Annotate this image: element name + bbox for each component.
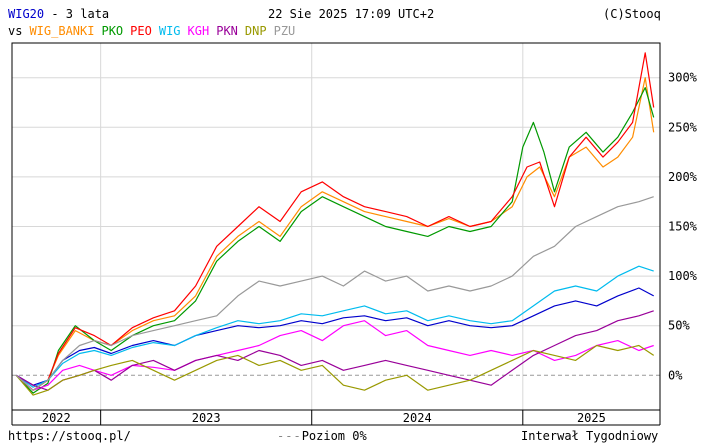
x-tick-label: 2025	[577, 411, 606, 425]
copyright: (C)Stooq	[603, 7, 661, 21]
legend-item-peo[interactable]: PEO	[130, 24, 152, 38]
plot-frame	[11, 42, 661, 411]
legend-item-wig[interactable]: WIG	[158, 24, 181, 38]
y-tick-label: 200%	[668, 170, 698, 184]
series-line-kgh	[15, 320, 654, 391]
x-tick-label: 2023	[192, 411, 221, 425]
chart-datetime: 22 Sie 2025 17:09 UTC+2	[268, 7, 435, 21]
source-url[interactable]: https://stooq.pl/	[8, 429, 131, 443]
x-tick-label: 2024	[403, 411, 432, 425]
y-tick-label: 250%	[668, 120, 698, 134]
y-tick-label: 0%	[668, 368, 683, 382]
interval-label: Interwał Tygodniowy	[521, 429, 659, 443]
zero-level-legend: ---Poziom 0%	[277, 429, 367, 443]
y-tick-label: 100%	[668, 269, 698, 283]
series-line-pzu	[15, 196, 654, 391]
main-symbol: WIG20	[8, 7, 45, 21]
y-tick-label: 300%	[668, 71, 698, 85]
legend-item-pko[interactable]: PKO	[101, 24, 124, 38]
y-tick-label: 150%	[668, 220, 698, 234]
legend-item-dnp[interactable]: DNP	[244, 24, 267, 38]
series-line-dnp	[15, 344, 655, 396]
series-line-wig	[15, 265, 654, 388]
chart-title: WIG20 - 3 lata	[8, 7, 109, 21]
legend-item-wig_banki[interactable]: WIG_BANKI	[29, 24, 95, 38]
legend-item-pkn[interactable]: PKN	[216, 24, 238, 38]
legend-item-kgh[interactable]: KGH	[187, 24, 210, 38]
series-line-pkn	[15, 310, 654, 391]
legend: vs WIG_BANKI PKO PEO WIG KGH PKN DNP PZU	[8, 24, 302, 38]
dashed-line-icon: ---	[277, 429, 302, 443]
series-line-pko	[15, 86, 655, 394]
legend-vs-label: vs	[8, 24, 23, 38]
legend-item-pzu[interactable]: PZU	[273, 24, 296, 38]
x-tick-label: 2022	[42, 411, 71, 425]
chart-period: - 3 lata	[44, 7, 110, 21]
series-line-peo	[15, 52, 655, 391]
series-line-wig20	[15, 287, 654, 386]
zero-level-label: Poziom 0%	[301, 429, 367, 443]
y-tick-label: 50%	[668, 319, 690, 333]
